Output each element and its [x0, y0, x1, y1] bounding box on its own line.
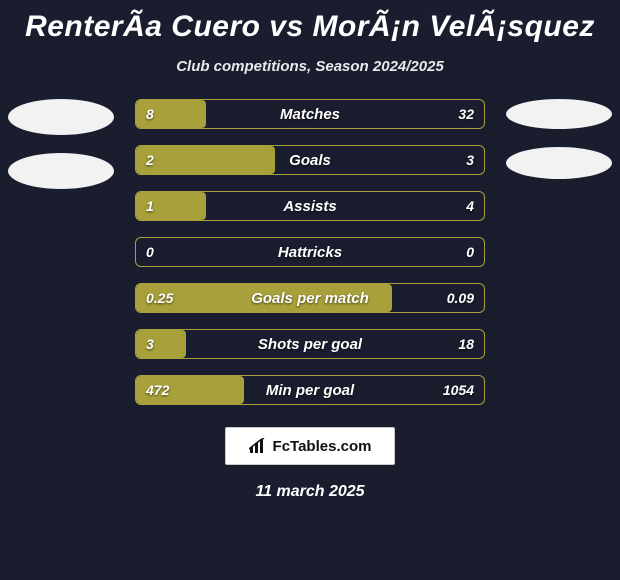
subtitle: Club competitions, Season 2024/2025	[0, 58, 620, 75]
stat-bar-fill	[136, 100, 206, 128]
stat-bar: 318Shots per goal	[135, 329, 485, 359]
stat-bars: 832Matches 23Goals 14Assists 0 0Hattricks 0.2…	[135, 99, 485, 405]
avatar	[8, 153, 114, 189]
stat-bar-fill	[136, 192, 206, 220]
footer-badge[interactable]: FcTables.com	[225, 427, 395, 465]
stat-bar: 832Matches	[135, 99, 485, 129]
stat-bar: 4721054Min per goal	[135, 375, 485, 405]
comparison-body: 832Matches 23Goals 14Assists 0 0Hattricks 0.2…	[0, 99, 620, 405]
date-text: 11 march 2025	[0, 483, 620, 501]
stat-value-right: 1054	[443, 376, 474, 404]
stat-bar-fill	[136, 146, 275, 174]
stat-bar-fill	[136, 330, 186, 358]
avatar	[8, 99, 114, 135]
stat-bar: 23Goals	[135, 145, 485, 175]
stat-bar: 0.250.09Goals per match	[135, 283, 485, 313]
stat-label: Hattricks	[136, 238, 484, 266]
stat-value-left: 0	[146, 238, 154, 266]
footer-brand-text: FcTables.com	[273, 438, 372, 455]
stat-label: Shots per goal	[136, 330, 484, 358]
avatar-column-left	[6, 99, 116, 189]
page-title: RenterÃ­a Cuero vs MorÃ¡n VelÃ¡squez	[0, 0, 620, 44]
stat-value-right: 18	[458, 330, 474, 358]
stat-bar-fill	[136, 284, 392, 312]
bar-chart-icon	[249, 438, 267, 454]
stat-value-right: 0	[466, 238, 474, 266]
stat-value-right: 32	[458, 100, 474, 128]
stat-value-right: 0.09	[447, 284, 474, 312]
avatar	[506, 147, 612, 179]
stat-bar: 0 0Hattricks	[135, 237, 485, 267]
stat-bar: 14Assists	[135, 191, 485, 221]
avatar	[506, 99, 612, 129]
stat-bar-fill	[136, 376, 244, 404]
avatar-column-right	[504, 99, 614, 179]
stat-value-right: 4	[466, 192, 474, 220]
stat-value-right: 3	[466, 146, 474, 174]
